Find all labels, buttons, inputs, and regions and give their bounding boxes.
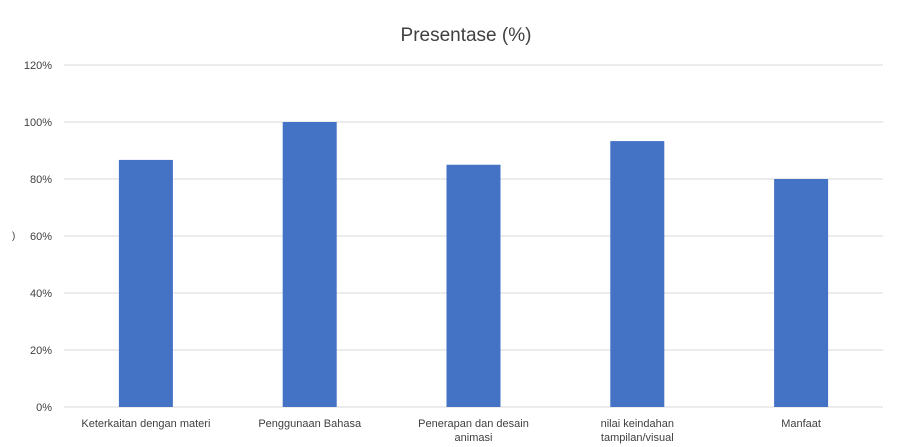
x-category-label: animasi (455, 432, 493, 444)
bar (282, 122, 337, 407)
y-tick-label: 60% (30, 231, 52, 243)
bar (446, 164, 501, 407)
bars (118, 122, 829, 407)
x-category-label: nilai keindahan (601, 418, 674, 430)
x-category-label: Keterkaitan dengan materi (81, 418, 210, 430)
y-axis-ticks: 0% 20% 40% 60% 80% 100% 120% (24, 60, 52, 414)
stray-paren-mark: ) (12, 231, 15, 242)
x-axis-categories: Keterkaitan dengan materi Penggunaan Baha… (81, 418, 821, 444)
bar (774, 179, 829, 407)
y-tick-label: 120% (24, 60, 52, 72)
bar (610, 141, 665, 407)
chart-title: Presentase (%) (401, 25, 532, 46)
x-category-label: tampilan/visual (601, 432, 674, 444)
x-category-label: Penggunaan Bahasa (258, 418, 362, 430)
y-tick-label: 100% (24, 117, 52, 129)
x-category-label: Manfaat (781, 418, 821, 430)
y-tick-label: 20% (30, 345, 52, 357)
y-tick-label: 40% (30, 288, 52, 300)
x-category-label: Penerapan dan desain (418, 418, 529, 430)
bar (118, 159, 173, 407)
y-tick-label: 80% (30, 174, 52, 186)
y-tick-label: 0% (36, 402, 52, 414)
